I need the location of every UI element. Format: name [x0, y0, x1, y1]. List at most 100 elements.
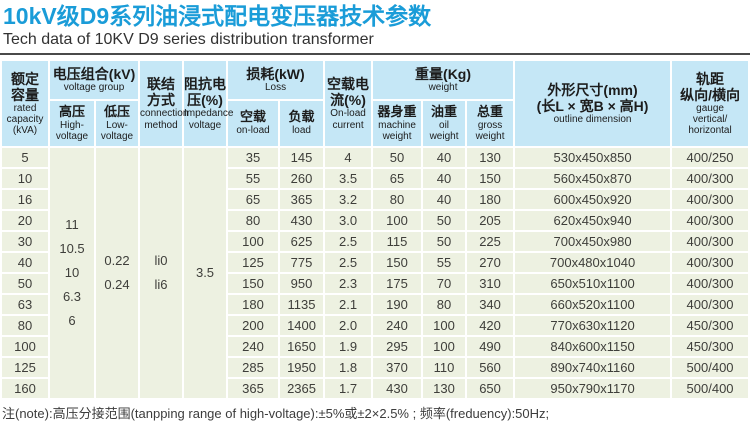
header-group-row: 额定 容量 rated capacity (kVA) 电压组合(kV) volt…	[2, 61, 749, 146]
header-no-load-current-en: On-load current	[330, 108, 366, 131]
cell-high-voltage: 11 10.5 10 6.3 6	[50, 148, 94, 398]
cell-load-loss: 1400	[280, 316, 324, 335]
cell-outline-dimension: 770x630x1120	[515, 316, 671, 335]
cell-no-load-loss: 240	[228, 337, 279, 356]
cell-gauge: 400/300	[672, 211, 749, 230]
header-load-loss: 负载 load	[280, 101, 324, 146]
cell-load-loss: 775	[280, 253, 324, 272]
cell-outline-dimension: 840x600x1150	[515, 337, 671, 356]
cell-no-load-current: 1.7	[325, 379, 372, 398]
header-load-loss-zh: 负载	[288, 109, 315, 125]
table-row: 16 65 365 3.2 80 40 180 600x450x920 400/300	[2, 190, 749, 209]
cell-oil-weight: 50	[423, 211, 466, 230]
header-no-load-current: 空载电 流(%) On-load current	[325, 61, 372, 146]
header-machine-weight-en: machine weight	[378, 119, 416, 142]
cell-gross-weight: 310	[467, 274, 514, 293]
cell-capacity: 30	[2, 232, 48, 251]
header-oil-weight-zh: 油重	[431, 103, 458, 119]
header-impedance-voltage-en: Impedance voltage	[184, 108, 234, 131]
page-title: 10kV级D9系列油浸式配电变压器技术参数	[3, 3, 432, 29]
cell-gross-weight: 180	[467, 190, 514, 209]
header-oil-weight-en: oil weight	[429, 119, 459, 142]
header-gauge-zh: 轨距 纵向/横向	[680, 70, 740, 103]
table-row: 5 11 10.5 10 6.3 6 0.22 0.24 li0 li6 3.5 35 14…	[2, 148, 749, 398]
cell-gauge: 400/250	[672, 148, 749, 167]
cell-gross-weight: 225	[467, 232, 514, 251]
cell-gauge: 400/300	[672, 190, 749, 209]
cell-gross-weight: 270	[467, 253, 514, 272]
cell-outline-dimension: 600x450x920	[515, 190, 671, 209]
cell-gross-weight: 560	[467, 358, 514, 377]
header-oil-weight: 油重 oil weight	[423, 101, 466, 146]
header-sub-row: 高压 High- voltage 低压 Low- voltage 空载 on-l…	[2, 101, 748, 146]
header-no-load-loss: 空载 on-load	[228, 101, 279, 146]
cell-outline-dimension: 620x450x940	[515, 211, 671, 230]
cell-load-loss: 145	[280, 148, 324, 167]
cell-gauge: 400/300	[672, 253, 749, 272]
cell-outline-dimension: 530x450x850	[515, 148, 671, 167]
cell-gross-weight: 650	[467, 379, 514, 398]
cell-outline-dimension: 700x480x1040	[515, 253, 671, 272]
cell-machine-weight: 65	[373, 169, 422, 188]
cell-no-load-current: 1.8	[325, 358, 372, 377]
cell-no-load-loss: 65	[228, 190, 279, 209]
cell-no-load-loss: 285	[228, 358, 279, 377]
header-connection-method-en: connection method	[140, 108, 189, 131]
header-impedance-voltage-zh: 阻抗电 压(%)	[184, 76, 227, 109]
table-row: 10 55 260 3.5 65 40 150 560x450x870 400/300	[2, 169, 749, 188]
table-body: 5 11 10.5 10 6.3 6 0.22 0.24 li0 li6 3.5 35 14…	[2, 148, 749, 398]
cell-no-load-loss: 180	[228, 295, 279, 314]
cell-oil-weight: 80	[423, 295, 466, 314]
cell-oil-weight: 130	[423, 379, 466, 398]
cell-gauge: 500/400	[672, 379, 749, 398]
cell-machine-weight: 80	[373, 190, 422, 209]
table-row: 63 180 1135 2.1 190 80 340 660x520x1100 400/300	[2, 295, 749, 314]
cell-gauge: 400/300	[672, 169, 749, 188]
divider	[0, 53, 750, 55]
cell-machine-weight: 150	[373, 253, 422, 272]
header-no-load-loss-en: on-load	[236, 125, 270, 137]
cell-capacity: 160	[2, 379, 48, 398]
cell-gross-weight: 340	[467, 295, 514, 314]
header-loss-zh: 损耗(kW)	[246, 66, 305, 83]
cell-oil-weight: 40	[423, 148, 466, 167]
cell-no-load-current: 2.5	[325, 232, 372, 251]
cell-gauge: 400/300	[672, 274, 749, 293]
cell-load-loss: 365	[280, 190, 324, 209]
cell-capacity: 10	[2, 169, 48, 188]
header-rated-capacity-en: rated capacity (kVA)	[6, 102, 44, 137]
cell-capacity: 5	[2, 148, 48, 167]
header-rated-capacity-zh: 额定 容量	[11, 70, 39, 103]
cell-machine-weight: 295	[373, 337, 422, 356]
cell-no-load-loss: 365	[228, 379, 279, 398]
cell-load-loss: 260	[280, 169, 324, 188]
cell-outline-dimension: 890x740x1160	[515, 358, 671, 377]
cell-oil-weight: 40	[423, 169, 466, 188]
cell-outline-dimension: 660x520x1100	[515, 295, 671, 314]
cell-capacity: 100	[2, 337, 48, 356]
header-connection-method-zh: 联结 方式	[147, 76, 176, 109]
cell-no-load-loss: 200	[228, 316, 279, 335]
cell-oil-weight: 100	[423, 337, 466, 356]
header-machine-weight-zh: 器身重	[377, 103, 417, 119]
table-row: 40 125 775 2.5 150 55 270 700x480x1040 400/300	[2, 253, 749, 272]
cell-gross-weight: 420	[467, 316, 514, 335]
header-outline-dimension: 外形尺寸(mm) (长L × 宽B × 高H) outline dimensio…	[515, 61, 671, 146]
cell-oil-weight: 100	[423, 316, 466, 335]
cell-gauge: 400/300	[672, 295, 749, 314]
header-voltage-group: 电压组合(kV) voltage group	[50, 61, 139, 99]
cell-no-load-current: 2.5	[325, 253, 372, 272]
header-low-voltage-zh: 低压	[104, 103, 131, 119]
cell-load-loss: 950	[280, 274, 324, 293]
cell-capacity: 125	[2, 358, 48, 377]
header-voltage-group-en: voltage group	[63, 82, 125, 94]
cell-load-loss: 625	[280, 232, 324, 251]
cell-load-loss: 1135	[280, 295, 324, 314]
cell-capacity: 20	[2, 211, 48, 230]
cell-load-loss: 1650	[280, 337, 324, 356]
cell-no-load-current: 2.3	[325, 274, 372, 293]
header-outline-dimension-zh: 外形尺寸(mm) (长L × 宽B × 高H)	[536, 81, 649, 114]
cell-no-load-current: 4	[325, 148, 372, 167]
cell-no-load-current: 2.1	[325, 295, 372, 314]
cell-oil-weight: 40	[423, 190, 466, 209]
